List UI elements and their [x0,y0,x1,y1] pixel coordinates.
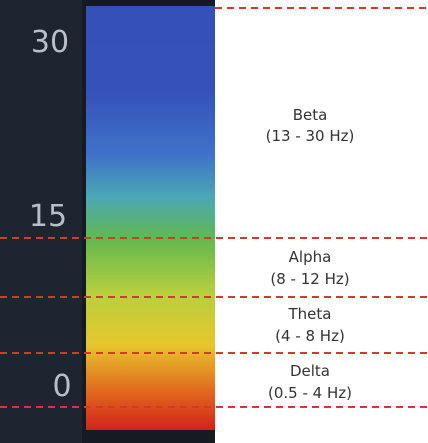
band-name: Delta [290,362,330,380]
band-name: Beta [293,106,328,124]
axis-label: 0 [52,369,71,404]
spectrogram-base [86,6,215,430]
axis-label: 15 [29,199,67,234]
band-range: (8 - 12 Hz) [270,270,349,288]
band-range: (0.5 - 4 Hz) [268,384,352,402]
axis-label: 30 [31,25,69,60]
band-range: (4 - 8 Hz) [275,327,345,345]
band-name: Alpha [289,248,332,266]
screenshot: 30 15 0 Beta (13 - 30 Hz) Alpha (8 - 12 … [0,0,428,443]
band-range: (13 - 30 Hz) [266,127,355,145]
spectrogram [86,6,215,430]
band-name: Theta [288,305,332,323]
